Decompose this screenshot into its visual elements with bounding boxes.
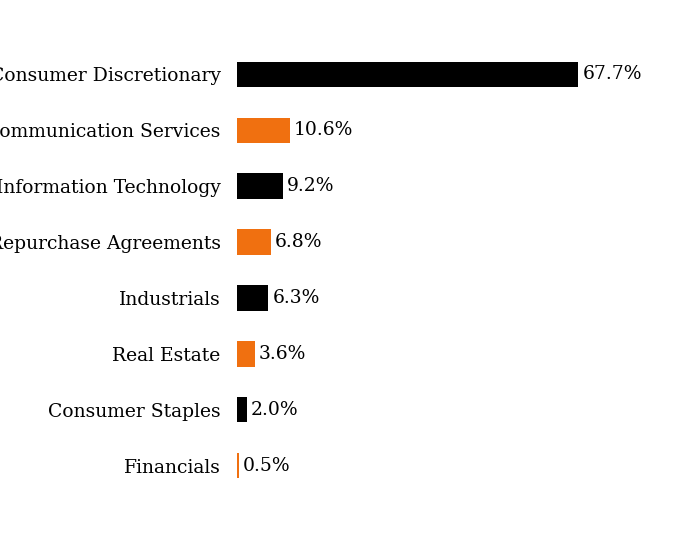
Text: 9.2%: 9.2% — [287, 177, 335, 195]
Text: 0.5%: 0.5% — [243, 457, 291, 475]
Text: 67.7%: 67.7% — [583, 65, 642, 83]
Text: 3.6%: 3.6% — [259, 345, 306, 363]
Bar — [237, 230, 271, 255]
Text: 10.6%: 10.6% — [294, 121, 354, 139]
Bar — [237, 173, 283, 199]
Text: 2.0%: 2.0% — [251, 401, 299, 419]
Bar — [237, 62, 578, 87]
Text: 6.3%: 6.3% — [272, 289, 320, 307]
Text: 6.8%: 6.8% — [275, 233, 322, 251]
Bar — [237, 341, 255, 367]
Bar — [237, 397, 247, 422]
Bar — [237, 453, 239, 478]
Bar — [237, 285, 269, 310]
Bar — [237, 118, 290, 143]
